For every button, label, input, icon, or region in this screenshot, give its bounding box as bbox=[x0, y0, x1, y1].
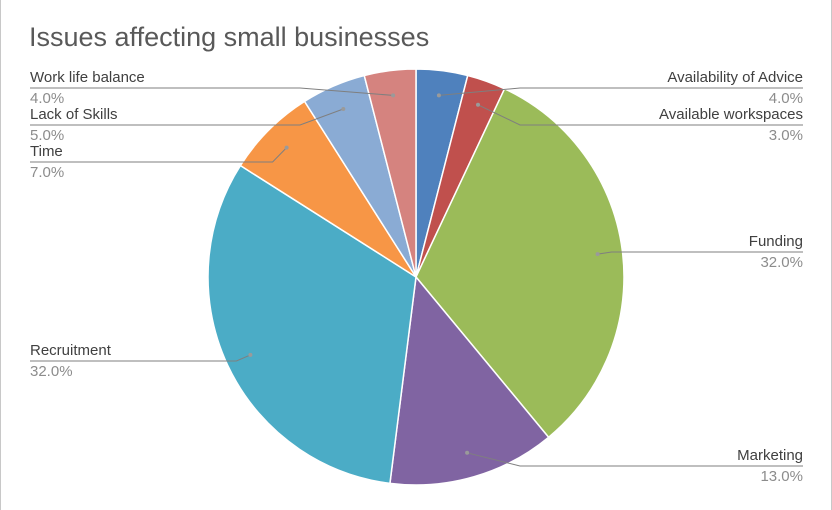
leader-dot-availability-of-advice bbox=[436, 93, 441, 98]
leader-line-funding bbox=[597, 251, 803, 255]
slice-percent-marketing: 13.0% bbox=[760, 468, 803, 485]
slice-percent-lack-of-skills: 5.0% bbox=[30, 127, 64, 144]
slice-percent-funding: 32.0% bbox=[760, 254, 803, 271]
pie-slice-recruitment bbox=[207, 164, 417, 485]
slice-label-recruitment: Recruitment bbox=[30, 342, 112, 359]
slice-percent-time: 7.0% bbox=[30, 164, 64, 181]
leader-dot-time bbox=[284, 145, 289, 150]
leader-line-recruitment bbox=[30, 354, 251, 362]
leader-line-work-life-balance bbox=[30, 87, 394, 96]
slice-label-marketing: Marketing bbox=[737, 447, 803, 464]
leader-dot-funding bbox=[595, 252, 600, 257]
slice-percent-work-life-balance: 4.0% bbox=[30, 90, 64, 107]
pie-slices bbox=[207, 68, 625, 486]
slice-label-time: Time bbox=[30, 143, 63, 160]
slice-label-work-life-balance: Work life balance bbox=[30, 69, 145, 86]
slice-percent-availability-of-advice: 4.0% bbox=[769, 90, 803, 107]
leader-line-time bbox=[30, 147, 287, 163]
slice-label-lack-of-skills: Lack of Skills bbox=[30, 106, 118, 123]
leader-line-marketing bbox=[466, 452, 803, 467]
leader-dot-lack-of-skills bbox=[341, 107, 346, 111]
leader-line-available-workspaces bbox=[477, 104, 803, 126]
slice-label-availability-of-advice: Availability of Advice bbox=[667, 69, 803, 86]
slice-percent-available-workspaces: 3.0% bbox=[769, 127, 803, 144]
leader-lines bbox=[30, 87, 803, 467]
pie-slice-work-life-balance bbox=[363, 68, 417, 278]
leader-dot-marketing bbox=[465, 450, 470, 455]
leader-line-availability-of-advice bbox=[438, 87, 803, 96]
leader-line-lack-of-skills bbox=[30, 108, 344, 126]
slice-percent-recruitment: 32.0% bbox=[30, 363, 73, 380]
slice-label-funding: Funding bbox=[749, 233, 803, 250]
leader-dot-available-workspaces bbox=[476, 102, 480, 107]
pie-slice-funding bbox=[415, 87, 625, 439]
chart-title: Issues affecting small businesses bbox=[29, 22, 430, 52]
leader-dot-recruitment bbox=[248, 352, 253, 357]
pie-slice-marketing bbox=[389, 275, 550, 486]
leader-dot-work-life-balance bbox=[391, 93, 396, 98]
slice-label-available-workspaces: Available workspaces bbox=[659, 106, 803, 123]
